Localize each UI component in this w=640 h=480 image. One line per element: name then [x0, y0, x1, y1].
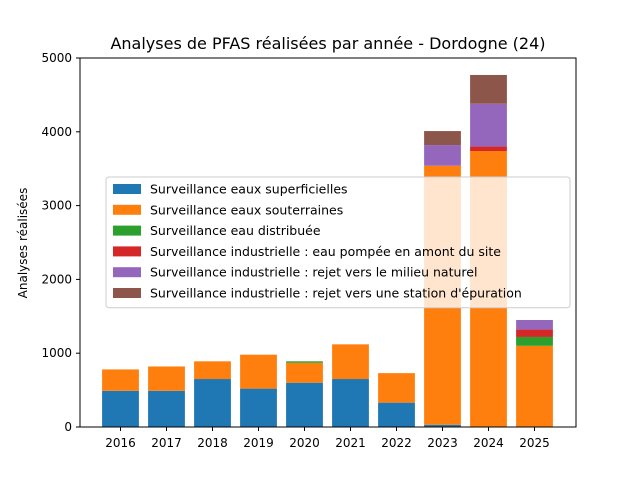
bar-2020-series-0 [286, 382, 323, 427]
bar-2018-series-0 [194, 379, 231, 427]
y-tick-label: 3000 [41, 199, 72, 213]
bar-2024-series-4 [470, 103, 507, 147]
legend-swatch-2 [113, 225, 141, 236]
y-tick-label: 4000 [41, 125, 72, 139]
x-tick-label: 2025 [519, 436, 550, 450]
x-tick-label: 2023 [427, 436, 458, 450]
legend-swatch-1 [113, 204, 141, 215]
legend-swatch-4 [113, 267, 141, 278]
y-tick-label: 5000 [41, 51, 72, 65]
bar-2016-series-1 [102, 369, 139, 391]
y-axis: 0 1000 2000 3000 4000 5000 [41, 51, 80, 434]
legend-swatch-3 [113, 246, 141, 257]
x-tick-label: 2021 [335, 436, 366, 450]
legend-label-4: Surveillance industrielle : rejet vers l… [150, 265, 477, 280]
bar-2024-series-3 [470, 146, 507, 151]
x-tick-label: 2020 [289, 436, 320, 450]
legend-label-2: Surveillance eau distribuée [150, 223, 321, 238]
x-tick-label: 2024 [473, 436, 504, 450]
bar-2022-series-0 [378, 402, 415, 427]
bar-2025-series-2 [516, 336, 553, 346]
bar-2016-series-0 [102, 390, 139, 427]
bar-2025-series-4 [516, 319, 553, 330]
bar-2025-series-3 [516, 329, 553, 337]
legend-swatch-5 [113, 288, 141, 298]
bar-2020-series-2 [286, 361, 323, 363]
x-tick-label: 2016 [105, 436, 136, 450]
bar-2021-series-1 [332, 344, 369, 380]
bar-2023-series-4 [424, 145, 461, 166]
x-tick-label: 2017 [151, 436, 182, 450]
bar-2023-series-0 [424, 424, 461, 427]
bar-2017-series-1 [148, 366, 185, 391]
y-tick-label: 2000 [41, 272, 72, 286]
legend-label-1: Surveillance eaux souterraines [150, 202, 343, 217]
bar-2025-series-1 [516, 345, 553, 427]
bar-2021-series-0 [332, 379, 369, 427]
legend: Surveillance eaux superficielles Surveill… [105, 176, 571, 309]
bar-2020-series-1 [286, 362, 323, 383]
bar-2019-series-0 [240, 388, 277, 427]
x-tick-label: 2022 [381, 436, 412, 450]
bar-2019-series-1 [240, 354, 277, 389]
legend-swatch-0 [113, 184, 141, 194]
x-tick-label: 2019 [243, 436, 274, 450]
x-tick-label: 2018 [197, 436, 228, 450]
x-axis: 2016 2017 2018 2019 2020 2021 2022 2023 2024 2025 [105, 427, 550, 450]
legend-label-0: Surveillance eaux superficielles [150, 182, 348, 197]
y-axis-label: Analyses réalisées [16, 188, 30, 299]
legend-label-5: Surveillance industrielle : rejet vers u… [150, 286, 522, 301]
chart-title: Analyses de PFAS réalisées par année - D… [110, 34, 545, 53]
bar-2022-series-1 [378, 373, 415, 403]
y-tick-label: 0 [64, 420, 72, 434]
legend-label-3: Surveillance industrielle : eau pompée e… [150, 244, 501, 259]
plot-frame [79, 57, 577, 428]
bar-2018-series-1 [194, 361, 231, 380]
legend-frame [105, 176, 571, 309]
bar-2024-series-5 [470, 74, 507, 104]
bar-2023-series-5 [424, 131, 461, 146]
y-tick-label: 1000 [41, 346, 72, 360]
bar-2017-series-0 [148, 390, 185, 427]
